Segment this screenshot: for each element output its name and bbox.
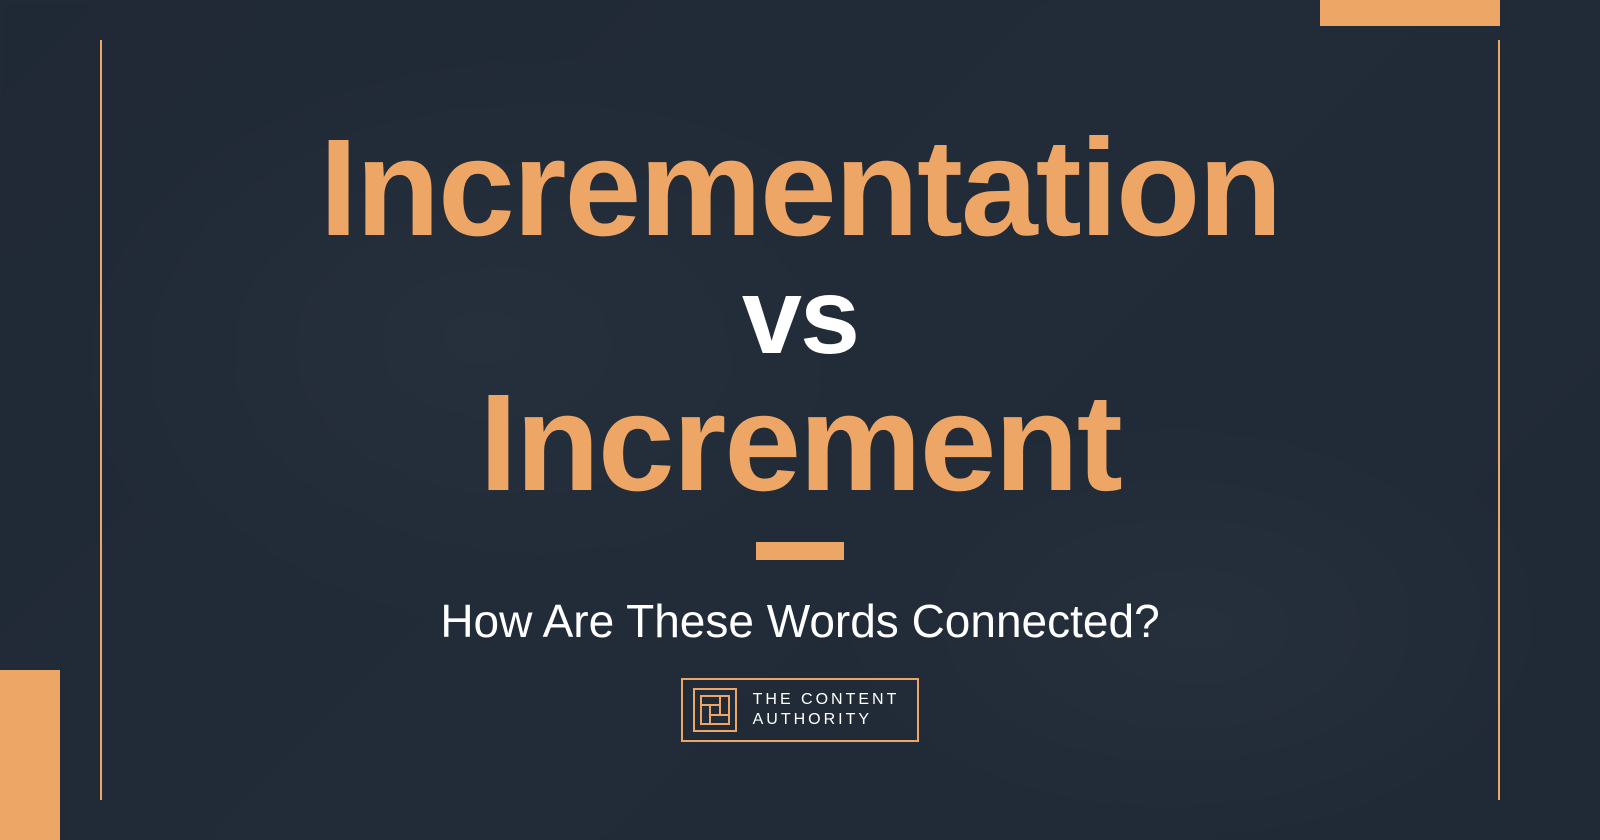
main-content: Incrementation vs Increment How Are Thes…	[0, 0, 1600, 840]
title-word-2: Increment	[479, 373, 1121, 514]
title-word-1: Incrementation	[319, 118, 1280, 259]
brand-logo: THE CONTENT AUTHORITY	[681, 678, 920, 742]
subtitle-text: How Are These Words Connected?	[440, 594, 1159, 648]
brand-line-2: AUTHORITY	[753, 710, 900, 730]
title-vs: vs	[742, 261, 858, 371]
maze-icon	[693, 688, 737, 732]
divider-dash	[756, 542, 844, 560]
brand-line-1: THE CONTENT	[753, 690, 900, 710]
brand-name: THE CONTENT AUTHORITY	[753, 690, 900, 730]
